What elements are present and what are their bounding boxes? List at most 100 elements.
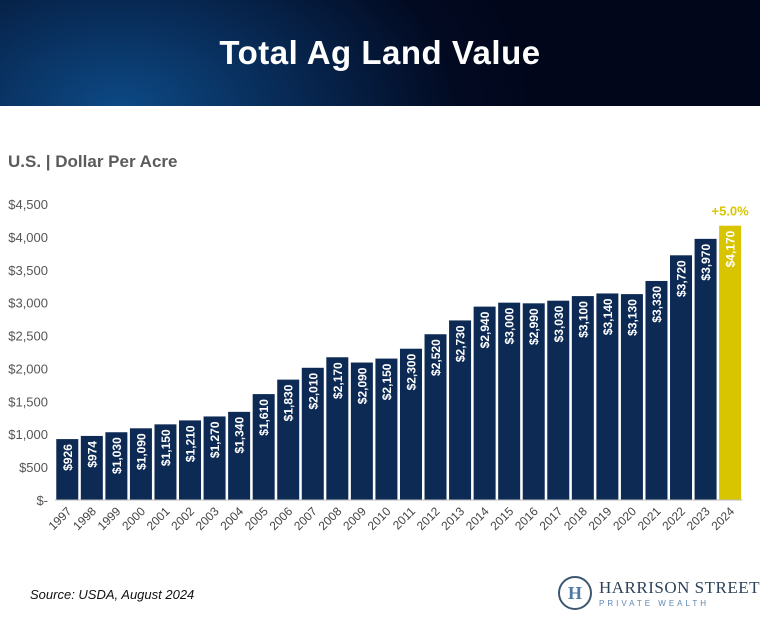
- data-label: $1,340: [233, 417, 247, 454]
- x-tick-label: 1998: [70, 504, 99, 533]
- x-tick-label: 2021: [635, 504, 664, 533]
- bar: [547, 300, 570, 500]
- data-label: $2,300: [404, 353, 418, 390]
- x-tick-label: 2006: [267, 504, 296, 533]
- y-tick-label: $1,000: [8, 427, 48, 442]
- x-tick-label: 2016: [512, 504, 541, 533]
- data-label: $3,140: [601, 298, 615, 335]
- x-tick-label: 2024: [708, 504, 737, 533]
- x-tick-label: 2017: [537, 504, 566, 533]
- bar: [399, 348, 422, 500]
- data-label: $2,150: [380, 363, 394, 400]
- y-tick-label: $2,000: [8, 361, 48, 376]
- bar: [670, 255, 693, 500]
- logo-tagline: PRIVATE WEALTH: [599, 599, 710, 608]
- y-tick-label: $-: [36, 493, 48, 508]
- data-label: $3,000: [503, 307, 517, 344]
- x-tick-label: 2014: [463, 504, 492, 533]
- x-tick-label: 2000: [119, 504, 148, 533]
- data-label: $1,030: [110, 437, 124, 474]
- data-label: $3,030: [552, 305, 566, 342]
- bar: [620, 294, 643, 500]
- x-tick-label: 2010: [365, 504, 394, 533]
- data-label: $1,090: [134, 433, 148, 470]
- data-label: $2,010: [306, 372, 320, 409]
- bar: [80, 435, 103, 500]
- bar: [375, 358, 398, 500]
- y-tick-label: $500: [19, 460, 48, 475]
- y-tick-label: $2,500: [8, 329, 48, 344]
- x-tick-label: 2011: [390, 504, 418, 532]
- data-label: $3,970: [699, 244, 713, 281]
- source-note: Source: USDA, August 2024: [30, 587, 195, 602]
- bar: [522, 303, 545, 500]
- bar: [301, 367, 324, 500]
- bar: [424, 334, 447, 500]
- bar: [105, 432, 128, 500]
- x-tick-label: 2019: [586, 504, 615, 533]
- bar: [596, 293, 619, 500]
- bar: [56, 439, 79, 500]
- bar: [326, 357, 349, 500]
- y-tick-label: $1,500: [8, 394, 48, 409]
- logo-mark-icon: H: [558, 576, 592, 610]
- data-label: $2,990: [527, 308, 541, 345]
- x-tick-label: 1997: [46, 504, 75, 533]
- x-tick-label: 2012: [414, 504, 443, 533]
- data-label: $3,100: [576, 301, 590, 338]
- bar: [694, 238, 717, 500]
- data-label: $3,330: [650, 286, 664, 323]
- logo-name: HARRISON STREET: [599, 578, 760, 597]
- x-tick-label: 2007: [291, 504, 320, 533]
- x-tick-label: 2023: [684, 504, 713, 533]
- bar: [179, 420, 202, 500]
- y-tick-label: $4,500: [8, 197, 48, 212]
- bar: [228, 411, 251, 500]
- x-tick-label: 2013: [438, 504, 467, 533]
- bar: [277, 379, 300, 500]
- y-tick-label: $4,000: [8, 230, 48, 245]
- data-label: $1,150: [159, 429, 173, 466]
- x-tick-label: 2022: [659, 504, 688, 533]
- bar: [645, 280, 668, 500]
- x-tick-label: 2018: [561, 504, 590, 533]
- bar: [571, 296, 594, 500]
- data-label: $1,830: [282, 384, 296, 421]
- x-tick-label: 1999: [95, 504, 124, 533]
- x-tick-label: 2003: [193, 504, 222, 533]
- x-tick-label: 2002: [168, 504, 197, 533]
- chart-subtitle: U.S. | Dollar Per Acre: [8, 152, 178, 171]
- x-tick-label: 2005: [242, 504, 271, 533]
- data-label: $2,940: [478, 311, 492, 348]
- data-label: $926: [61, 444, 75, 471]
- bar: [154, 424, 177, 500]
- data-label: $1,210: [184, 425, 198, 462]
- bar: [350, 362, 373, 500]
- data-label: $974: [85, 441, 99, 468]
- data-label: $2,730: [454, 325, 468, 362]
- bar: [129, 428, 152, 500]
- x-tick-label: 2009: [340, 504, 369, 533]
- growth-annotation: +5.0%: [712, 204, 750, 219]
- data-label: $2,170: [331, 362, 345, 399]
- data-label: $3,720: [675, 260, 689, 297]
- data-label: $1,270: [208, 421, 222, 458]
- data-label: $2,090: [355, 367, 369, 404]
- x-tick-label: 2015: [488, 504, 517, 533]
- bar: [252, 394, 275, 500]
- y-tick-label: $3,000: [8, 296, 48, 311]
- header-banner: [0, 0, 760, 106]
- data-label: $1,610: [257, 399, 271, 436]
- data-label: $2,520: [429, 339, 443, 376]
- bar: [498, 302, 521, 500]
- x-tick-label: 2004: [217, 504, 246, 533]
- page-title: Total Ag Land Value: [219, 34, 541, 71]
- bar: [473, 306, 496, 500]
- bar: [449, 320, 472, 500]
- x-tick-label: 2020: [610, 504, 639, 533]
- logo: H HARRISON STREET PRIVATE WEALTH: [558, 576, 760, 610]
- bar: [203, 416, 226, 500]
- y-tick-label: $3,500: [8, 263, 48, 278]
- x-tick-label: 2001: [144, 504, 173, 533]
